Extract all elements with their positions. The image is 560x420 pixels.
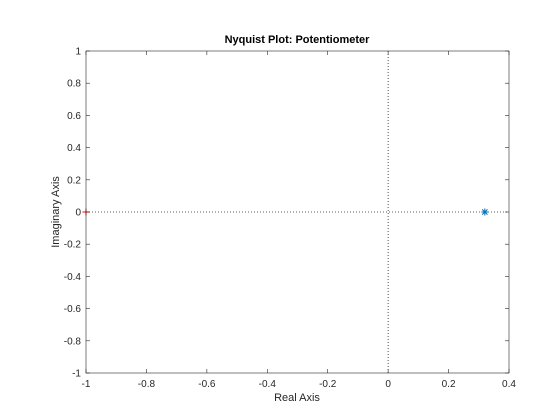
y-tick-label: 0.4 xyxy=(67,143,81,154)
x-tick-label: -0.8 xyxy=(138,379,156,390)
x-tick-label: -1 xyxy=(82,379,91,390)
x-tick-label: 0 xyxy=(385,379,391,390)
y-tick-label: 0 xyxy=(75,208,81,219)
x-tick-label: 0.4 xyxy=(502,379,516,390)
y-tick-label: -0.4 xyxy=(64,272,82,283)
y-tick-label: 1 xyxy=(75,47,81,58)
y-tick-label: 0.2 xyxy=(67,175,81,186)
chart-title: Nyquist Plot: Potentiometer xyxy=(225,34,371,46)
x-axis-label: Real Axis xyxy=(274,392,320,404)
y-tick-label: -0.8 xyxy=(64,336,82,347)
y-tick-label: 0.8 xyxy=(67,79,81,90)
y-axis-label: Imaginary Axis xyxy=(50,176,62,248)
marker-stroke xyxy=(481,209,488,215)
x-tick-label: -0.2 xyxy=(319,379,337,390)
x-tick-label: 0.2 xyxy=(442,379,456,390)
x-tick-label: -0.4 xyxy=(259,379,277,390)
y-tick-label: -1 xyxy=(72,369,81,380)
y-tick-label: -0.6 xyxy=(64,304,82,315)
axes-background xyxy=(86,51,509,373)
x-tick-label: -0.6 xyxy=(198,379,216,390)
asterisk-marker xyxy=(481,208,489,216)
x-axis-ticks: -1 -0.8 -0.6 -0.4 -0.2 0 0.2 0.4 xyxy=(82,51,516,390)
y-axis-ticks: -1 -0.8 -0.6 -0.4 -0.2 0 0.2 0.4 0.6 0.8 1 xyxy=(64,47,509,380)
y-tick-label: -0.2 xyxy=(64,240,82,251)
y-tick-label: 0.6 xyxy=(67,111,81,122)
